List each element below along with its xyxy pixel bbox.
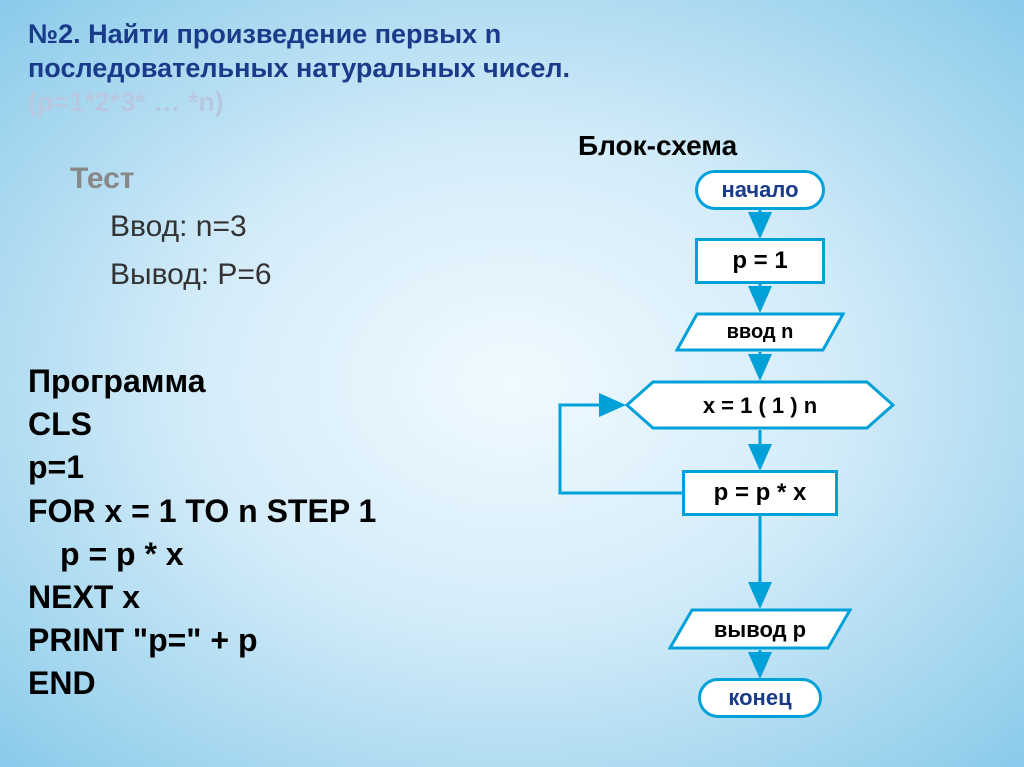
node-output: вывод p xyxy=(668,608,852,650)
node-end-label: конец xyxy=(728,685,791,711)
node-body: p = p * x xyxy=(682,470,838,516)
node-end: конец xyxy=(698,678,822,718)
title-line1: №2. Найти произведение первых n xyxy=(28,19,501,49)
program-line: FOR x = 1 TO n STEP 1 xyxy=(28,490,376,533)
program-line: PRINT "p=" + p xyxy=(28,619,376,662)
test-output: Вывод: P=6 xyxy=(110,251,272,299)
node-body-label: p = p * x xyxy=(714,479,807,507)
program-line: p=1 xyxy=(28,446,376,489)
program-line: p = p * x xyxy=(60,533,376,576)
node-init: p = 1 xyxy=(695,238,825,284)
slide-title: №2. Найти произведение первых n последов… xyxy=(28,18,748,119)
program-block: Программа CLS p=1 FOR x = 1 TO n STEP 1 … xyxy=(28,360,376,706)
flowchart: начало p = 1 ввод n x = 1 ( 1 ) n p = p … xyxy=(520,170,1000,760)
title-line3: (p=1*2*3* … *n) xyxy=(28,87,224,117)
node-loop-label: x = 1 ( 1 ) n xyxy=(625,393,895,419)
node-start: начало xyxy=(695,170,825,210)
test-title: Тест xyxy=(70,155,272,203)
node-loop: x = 1 ( 1 ) n xyxy=(625,380,895,430)
node-output-label: вывод p xyxy=(668,617,852,643)
program-line: NEXT x xyxy=(28,576,376,619)
diagram-label: Блок-схема xyxy=(578,130,737,162)
node-input-label: ввод n xyxy=(675,321,845,344)
test-input: Ввод: n=3 xyxy=(110,203,272,251)
node-input: ввод n xyxy=(675,312,845,352)
node-init-label: p = 1 xyxy=(732,247,787,275)
program-title: Программа xyxy=(28,360,376,403)
node-start-label: начало xyxy=(721,177,798,203)
program-line: CLS xyxy=(28,403,376,446)
test-block: Тест Ввод: n=3 Вывод: P=6 xyxy=(70,155,272,299)
title-line2: последовательных натуральных чисел. xyxy=(28,53,570,83)
program-line: END xyxy=(28,662,376,705)
